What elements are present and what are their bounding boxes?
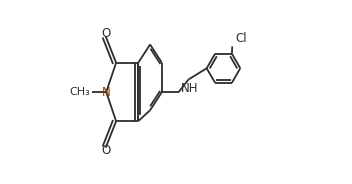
Text: Cl: Cl (235, 32, 247, 45)
Text: CH₃: CH₃ (69, 87, 90, 97)
Text: O: O (101, 144, 110, 157)
Text: N: N (102, 86, 111, 98)
Text: NH: NH (181, 82, 199, 95)
Text: O: O (101, 27, 110, 40)
